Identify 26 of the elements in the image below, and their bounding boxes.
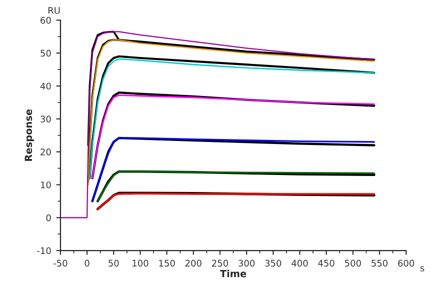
x-tick-label: -50 (54, 260, 68, 267)
x-tick-label: 600 (398, 260, 414, 267)
x-tick-label: 0 (84, 260, 90, 267)
x-tick-label: 500 (344, 260, 361, 267)
text: RU (48, 7, 60, 14)
x-tick-label: 50 (108, 260, 119, 267)
x-tick-label: 250 (212, 260, 228, 267)
y-tick-label: 40 (40, 82, 51, 90)
x-tick-label: 550 (372, 260, 388, 267)
y-tick-label: 30 (40, 116, 51, 122)
y-axis-title: Response (24, 109, 34, 161)
y-tick-label: 0 (46, 214, 51, 222)
y-tick-label: 20 (40, 148, 51, 156)
x-axis-title: Time (220, 270, 246, 278)
x-tick-label: 150 (159, 260, 175, 267)
x-tick-label: 400 (292, 260, 308, 267)
x-tick-label: 100 (132, 260, 148, 267)
y-tick-label: 60 (40, 16, 51, 24)
text: s (420, 266, 424, 272)
x-tick-label: 300 (238, 260, 255, 267)
y-tick-label: 50 (40, 50, 51, 57)
y-tick-label: -10 (37, 247, 51, 254)
x-tick-label: 450 (318, 260, 334, 267)
x-tick-label: 200 (185, 260, 202, 267)
x-tick-label: 350 (265, 260, 282, 267)
y-tick-label: 10 (40, 181, 51, 188)
